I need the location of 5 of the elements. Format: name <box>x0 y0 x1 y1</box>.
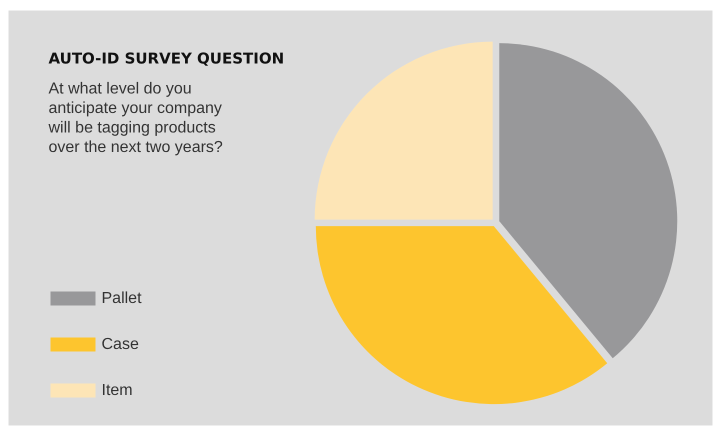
legend-label: Case <box>102 336 139 353</box>
text: At what level do you anticipate your company will be tagging products over the next two years? <box>48 80 223 156</box>
text: AUTO-ID SURVEY QUESTION <box>48 50 284 68</box>
legend-label: Item <box>102 382 133 399</box>
legend-label: Pallet <box>102 290 142 307</box>
